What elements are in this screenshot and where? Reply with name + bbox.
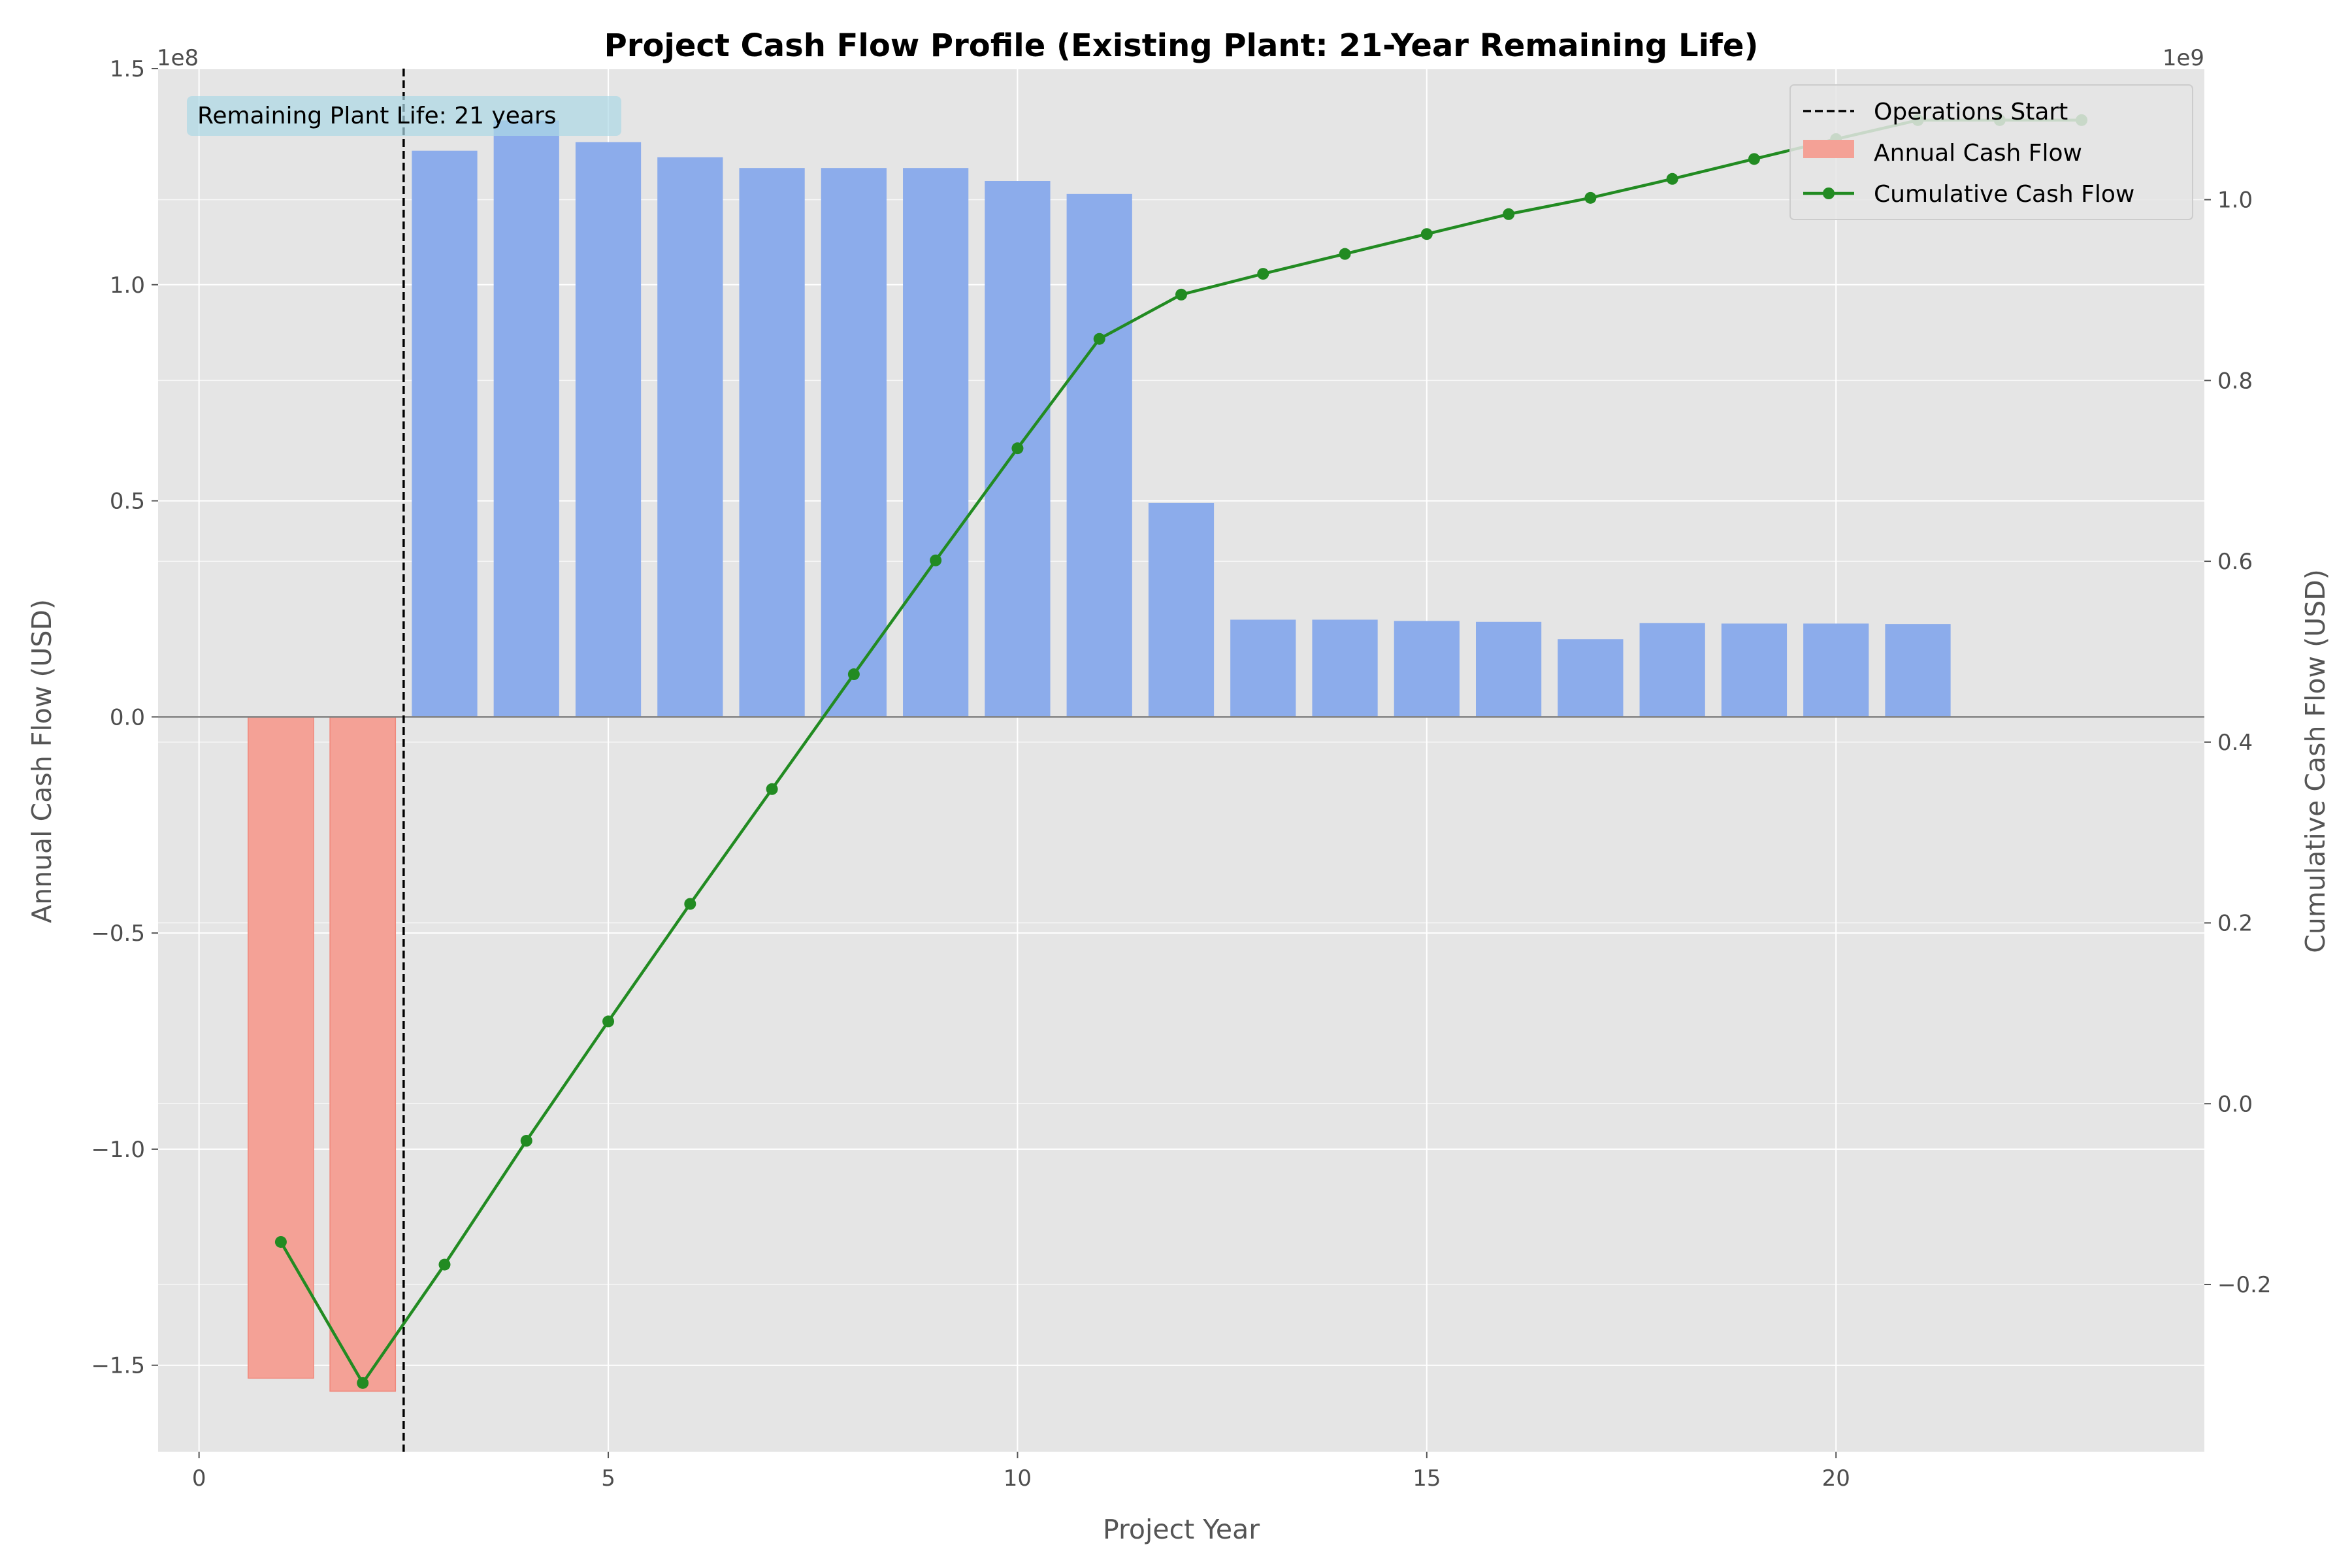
y-right-tick-label: 1.0	[2217, 188, 2253, 214]
cumulative-cash-flow-point	[1339, 248, 1351, 260]
cumulative-cash-flow-point	[274, 1235, 287, 1248]
cumulative-cash-flow-point	[1420, 228, 1433, 240]
annotation-text: Remaining Plant Life: 21 years	[197, 103, 557, 129]
cumulative-cash-flow-point	[766, 783, 778, 795]
y-right-tick-label: 0.2	[2217, 911, 2253, 937]
y-right-tick-label: −0.2	[2217, 1272, 2272, 1298]
legend-annual-cash-flow-label: Annual Cash Flow	[1874, 140, 2082, 167]
x-tick-label: 15	[1413, 1465, 1441, 1492]
x-axis-label: Project Year	[1103, 1514, 1260, 1545]
cumulative-cash-flow-point	[1257, 268, 1269, 280]
annual-cash-flow-bar	[903, 168, 969, 717]
legend-cumulative-cash-flow-label: Cumulative Cash Flow	[1874, 181, 2134, 208]
annual-cash-flow-bar	[1066, 193, 1132, 717]
annual-cash-flow-bar	[1394, 621, 1460, 717]
cumulative-cash-flow-point	[1175, 288, 1187, 301]
annual-cash-flow-bar	[1885, 624, 1951, 717]
annual-cash-flow-bar	[657, 157, 723, 717]
chart-title: Project Cash Flow Profile (Existing Plan…	[604, 27, 1759, 64]
x-tick-label: 5	[601, 1465, 615, 1492]
cumulative-cash-flow-point	[438, 1258, 451, 1271]
y-left-tick-label: 0.0	[110, 704, 145, 730]
annual-cash-flow-bar	[493, 120, 559, 717]
y-left-tick-label: −1.5	[91, 1353, 145, 1379]
y-right-tick-label: 0.6	[2217, 549, 2253, 575]
cumulative-cash-flow-point	[930, 554, 942, 566]
right-offset-label: 1e9	[2163, 45, 2204, 71]
legend-cumulative-swatch-marker	[1823, 188, 1835, 199]
y-right-tick-label: 0.4	[2217, 730, 2253, 756]
annotation-box: Remaining Plant Life: 21 years	[187, 96, 621, 136]
annual-cash-flow-bar	[1476, 621, 1542, 717]
annual-cash-flow-bar	[248, 716, 314, 1379]
x-tick-label: 0	[192, 1465, 206, 1492]
cumulative-cash-flow-point	[1093, 333, 1105, 345]
cumulative-cash-flow-point	[1584, 191, 1597, 204]
left-offset-label: 1e8	[157, 45, 199, 71]
x-tick-label: 10	[1004, 1465, 1032, 1492]
annual-cash-flow-bar	[821, 168, 887, 717]
reference-lines	[158, 69, 2204, 1452]
annual-cash-flow-bar	[329, 716, 397, 1392]
y-right-tick-label: 0.0	[2217, 1091, 2253, 1117]
x-tick-label: 20	[1822, 1465, 1850, 1492]
cumulative-cash-flow-point	[847, 668, 860, 681]
y-axis-left-label: Annual Cash Flow (USD)	[26, 599, 57, 923]
annual-cash-flow-bar	[575, 142, 642, 717]
y-left-tick-label: 1.5	[110, 56, 145, 82]
y-left-tick-label: 1.0	[110, 272, 145, 299]
cumulative-cash-flow-point	[684, 898, 696, 910]
annual-cash-flow-bar	[1312, 619, 1378, 717]
cumulative-cash-flow-point	[1503, 208, 1515, 220]
cumulative-cash-flow-point	[520, 1135, 532, 1147]
annual-cash-flow-bar	[412, 150, 478, 717]
tick-layer: 0 5 10 15 20 −1.5 −1.0 −0.5 0.0 0.5 1.0 1.5 −0.2 0.0 0…	[91, 56, 2271, 1492]
annual-cash-flow-bar	[1639, 623, 1705, 717]
annual-cash-flow-bar	[1558, 639, 1624, 717]
y-left-tick-label: 0.5	[110, 489, 145, 515]
annual-cash-flow-bar	[1148, 502, 1215, 717]
legend: Operations Start Annual Cash Flow Cumula…	[1789, 84, 2193, 220]
cumulative-cash-flow-point	[1748, 153, 1760, 165]
annual-cash-flow-bar	[739, 168, 805, 717]
legend-frame	[1789, 84, 2193, 220]
legend-operations-start-label: Operations Start	[1874, 99, 2068, 125]
cumulative-cash-flow-point	[1011, 442, 1024, 455]
y-axis-right-label: Cumulative Cash Flow (USD)	[2300, 569, 2331, 953]
annual-cash-flow-bar	[1721, 623, 1788, 717]
legend-annual-cash-flow-swatch	[1803, 140, 1854, 158]
y-left-tick-label: −1.0	[91, 1137, 145, 1163]
cumulative-cash-flow-point	[1666, 172, 1678, 185]
annual-cash-flow-bar	[1803, 623, 1869, 717]
y-right-tick-label: 0.8	[2217, 368, 2253, 394]
y-left-tick-label: −0.5	[91, 921, 145, 947]
annotation-background	[187, 96, 621, 136]
annual-cash-flow-bar	[1230, 619, 1296, 717]
cumulative-cash-flow-point	[357, 1377, 369, 1389]
bar-layer	[248, 120, 1951, 1392]
cumulative-cash-flow-point	[602, 1015, 615, 1028]
